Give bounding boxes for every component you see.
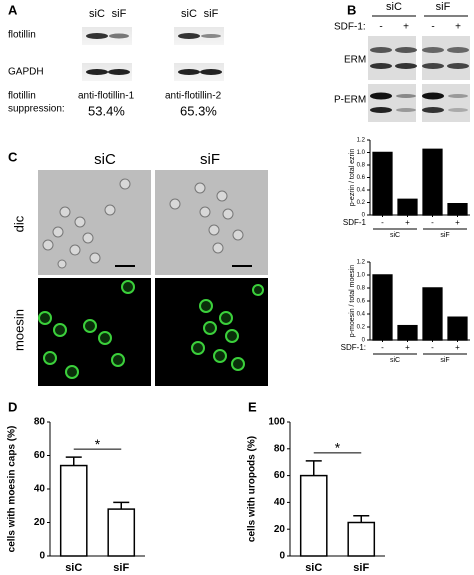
y-tick-label: 20: [34, 517, 46, 528]
bar: [299, 474, 328, 557]
y-tick-label: 1.0: [357, 150, 366, 156]
y-axis-label: cells with moesin caps (%): [7, 426, 18, 553]
bar: [107, 508, 136, 557]
bar: [397, 324, 418, 341]
y-tick-label: 1.0: [357, 273, 366, 279]
panel-label: C: [8, 149, 18, 164]
bar: [447, 316, 468, 341]
treatment: -: [379, 22, 382, 33]
suppression-value: 53.4%: [88, 103, 125, 118]
x-tick-label: siC: [305, 562, 322, 574]
panel-label: B: [347, 2, 356, 17]
x-tick-label: -: [381, 343, 384, 352]
row-label: dic: [11, 215, 26, 232]
blot: [82, 27, 224, 81]
panel-label: E: [248, 399, 257, 414]
group-label: siC: [386, 1, 402, 13]
suppression-value: 65.3%: [180, 103, 217, 118]
bar: [59, 464, 88, 557]
y-tick-label: 0.8: [357, 286, 366, 292]
y-tick-label: 0.2: [357, 200, 366, 206]
x-tick-label: -: [431, 343, 434, 352]
y-tick-label: 0: [362, 338, 366, 344]
row-label: ERM: [344, 55, 366, 66]
x-tick-label: +: [405, 343, 410, 352]
group-label: siF: [436, 1, 451, 13]
y-tick-label: 0.8: [357, 163, 366, 169]
row-label: moesin: [11, 309, 26, 351]
treatment: +: [455, 22, 461, 33]
suppression-label: suppression:: [8, 104, 65, 115]
y-tick-label: 0.2: [357, 325, 366, 331]
group-label: siC: [390, 357, 400, 364]
y-tick-label: 1.2: [357, 138, 366, 144]
group-label: siF: [440, 232, 449, 239]
row-label: SDF-1: [343, 218, 367, 227]
bar: [447, 203, 468, 216]
dic-image: [38, 170, 268, 275]
bar: [347, 521, 376, 557]
bar: [422, 148, 443, 216]
y-tick-label: 0: [279, 551, 285, 562]
y-tick-label: 1.2: [357, 260, 366, 266]
y-tick-label: 0.6: [357, 299, 366, 305]
lane-label: siC: [181, 8, 197, 20]
treatment: +: [403, 22, 409, 33]
significance-mark: *: [95, 436, 101, 452]
y-tick-label: 80: [34, 417, 46, 428]
antibody: anti-flotillin-1: [78, 91, 135, 102]
column-label: siC: [94, 151, 116, 168]
y-tick-label: 0: [362, 213, 366, 219]
significance-mark: *: [335, 440, 341, 456]
x-tick-label: siC: [65, 562, 82, 574]
group-label: siC: [390, 232, 400, 239]
y-axis-label: p-ezrin / total ezrin: [349, 149, 356, 207]
panel-label: A: [8, 2, 18, 17]
x-tick-label: +: [455, 218, 460, 227]
y-tick-label: 0: [39, 551, 45, 562]
y-tick-label: 0.6: [357, 175, 366, 181]
column-label: siF: [200, 151, 220, 168]
antibody: anti-flotillin-2: [165, 91, 222, 102]
y-tick-label: 20: [274, 524, 286, 535]
x-tick-label: siF: [113, 562, 129, 574]
x-tick-label: +: [455, 343, 460, 352]
bar: [372, 274, 393, 341]
suppression-label: flotillin: [8, 91, 36, 102]
x-tick-label: +: [405, 218, 410, 227]
lane-label: siC: [89, 8, 105, 20]
y-tick-label: 0.4: [357, 188, 366, 194]
y-tick-label: 40: [34, 484, 46, 495]
x-tick-label: siF: [353, 562, 369, 574]
row-label: P-ERM: [334, 95, 366, 106]
group-label: siF: [440, 357, 449, 364]
y-tick-label: 0.4: [357, 312, 366, 318]
treatment: -: [431, 22, 434, 33]
y-tick-label: 60: [274, 470, 286, 481]
lane-label: siF: [204, 8, 219, 20]
lane-label: siF: [112, 8, 127, 20]
row-label: flotillin: [8, 30, 36, 41]
bar: [397, 198, 418, 216]
panel-label: D: [8, 399, 17, 414]
y-tick-label: 60: [34, 450, 46, 461]
row-label: GAPDH: [8, 67, 44, 78]
y-axis-label: cells with uropods (%): [247, 436, 258, 542]
blot: [368, 36, 470, 122]
x-tick-label: -: [381, 218, 384, 227]
bar: [372, 151, 393, 216]
row-label: SDF-1:: [341, 343, 366, 352]
y-axis-label: p-moesin / total moesin: [349, 265, 356, 337]
moesin-image: [38, 278, 268, 386]
row-label: SDF-1:: [334, 22, 366, 33]
y-tick-label: 100: [268, 417, 285, 428]
y-tick-label: 80: [274, 443, 286, 454]
x-tick-label: -: [431, 218, 434, 227]
y-tick-label: 40: [274, 497, 286, 508]
bar: [422, 287, 443, 341]
